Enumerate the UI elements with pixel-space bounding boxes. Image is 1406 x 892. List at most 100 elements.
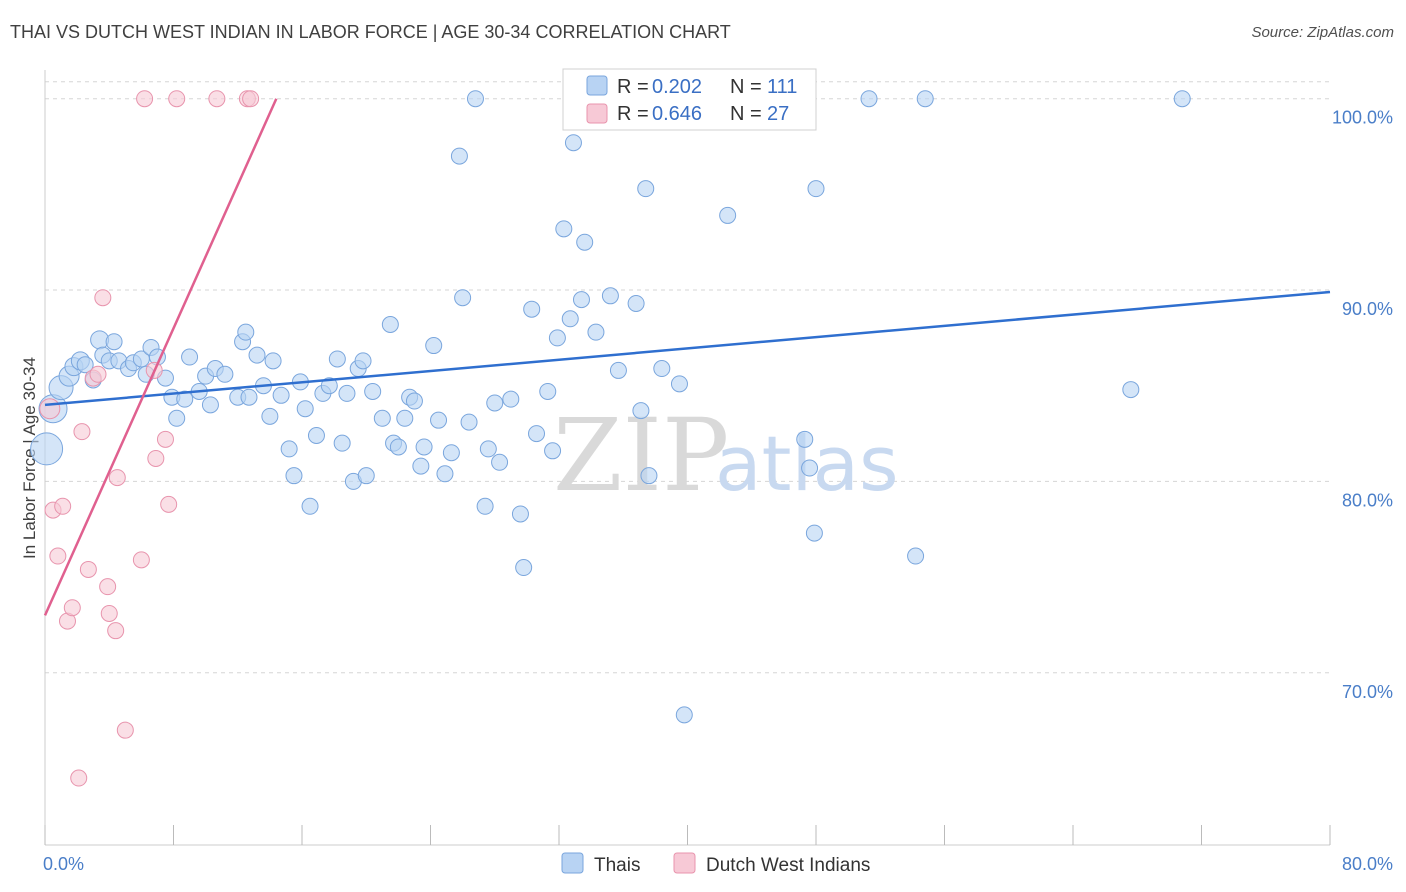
thais-point-83	[555, 220, 573, 238]
thais-point-33	[248, 346, 266, 364]
x-ticks	[44, 825, 1331, 845]
legend-swatch-dutch	[586, 103, 608, 124]
thais-point-39	[285, 467, 303, 485]
thais-point-35	[261, 407, 279, 425]
thais-point-72	[479, 440, 497, 458]
dutch-point-16	[136, 90, 154, 108]
thais-point-28	[216, 365, 234, 383]
thais-point-76	[511, 505, 529, 523]
bottom-legend-dutch: Dutch West Indians	[706, 855, 870, 876]
thais-point-93	[637, 180, 655, 198]
legend-box: R = 0.202 N = 111 R = 0.646 N = 27	[562, 68, 817, 131]
legend-r-label-2: R =	[617, 103, 649, 125]
thais-point-67	[450, 147, 468, 165]
thais-point-85	[564, 134, 582, 152]
thais-point-75	[502, 390, 520, 408]
thais-point-55	[381, 316, 399, 334]
dutch-point-7	[79, 560, 97, 578]
dutch-point-12	[100, 604, 118, 622]
thais-point-102	[805, 524, 823, 542]
thais-point-31	[237, 323, 255, 341]
thais-point-42	[301, 497, 319, 515]
thais-point-73	[486, 394, 504, 412]
thais-point-64	[430, 411, 448, 429]
thais-point-84	[561, 310, 579, 328]
thais-point-6	[76, 356, 94, 374]
thais-point-47	[333, 434, 351, 452]
bottom-legend: Thais Dutch West Indians	[561, 852, 870, 876]
dutch-point-2	[49, 547, 67, 565]
legend-n-label-1: N =	[730, 76, 762, 98]
thais-point-108	[1173, 90, 1191, 108]
thais-point-23	[181, 348, 199, 366]
thais-point-99	[719, 206, 737, 224]
bottom-legend-swatch-thais	[561, 852, 584, 874]
thais-point-81	[544, 442, 562, 460]
chart-title: THAI VS DUTCH WEST INDIAN IN LABOR FORCE…	[10, 22, 731, 42]
dutch-point-6	[73, 423, 91, 441]
thais-point-32	[240, 388, 258, 406]
thais-point-26	[201, 396, 219, 414]
thais-point-78	[523, 300, 541, 318]
bottom-legend-swatch-dutch	[673, 852, 696, 874]
thais-point-69	[460, 413, 478, 431]
thais-point-51	[354, 352, 372, 370]
thais-point-60	[405, 392, 423, 410]
thais-point-104	[860, 90, 878, 108]
thais-point-80	[539, 382, 557, 400]
thais-point-70	[466, 90, 484, 108]
dutch-point-24	[160, 495, 178, 513]
thais-point-88	[587, 323, 605, 341]
thais-point-53	[364, 382, 382, 400]
thais-point-90	[609, 361, 627, 379]
legend-swatch-thais	[586, 75, 608, 96]
thais-point-0	[30, 432, 64, 466]
thais-point-71	[476, 497, 494, 515]
thais-point-21	[168, 409, 186, 427]
thais-point-48	[338, 384, 356, 402]
thais-point-105	[907, 547, 925, 565]
legend-n-label-2: N =	[730, 103, 762, 125]
thais-point-86	[572, 291, 590, 309]
thais-point-45	[320, 377, 338, 395]
y-tick-label-100: 100.0%	[1332, 108, 1393, 128]
dutch-point-9	[89, 365, 107, 383]
thais-point-74	[491, 453, 509, 471]
thais-point-77	[515, 559, 533, 577]
thais-point-68	[454, 289, 472, 307]
thais-point-36	[264, 352, 282, 370]
thais-point-38	[280, 440, 298, 458]
thais-point-100	[796, 430, 814, 448]
y-axis-label: In Labor Force | Age 30-34	[20, 357, 39, 559]
thais-point-92	[632, 402, 650, 420]
x-tick-label-min: 0.0%	[43, 854, 84, 874]
thais-point-97	[675, 706, 693, 724]
dutch-point-18	[156, 430, 174, 448]
watermark: ZIP atlas	[553, 397, 899, 514]
thais-point-94	[640, 467, 658, 485]
thais-point-61	[412, 457, 430, 475]
trend-line-dutch	[43, 98, 278, 616]
dutch-point-10	[94, 289, 112, 307]
thais-point-65	[436, 465, 454, 483]
dutch-point-22	[242, 90, 260, 108]
thais-point-63	[425, 337, 443, 355]
dutch-point-23	[132, 551, 150, 569]
dutch-point-0	[39, 398, 61, 420]
thais-point-37	[272, 386, 290, 404]
thais-point-107	[1122, 381, 1140, 399]
bottom-legend-thais: Thais	[594, 855, 640, 876]
dutch-point-19	[168, 90, 186, 108]
thais-point-57	[389, 438, 407, 456]
thais-point-22	[176, 390, 194, 408]
thais-point-52	[357, 467, 375, 485]
y-tick-label-80: 80.0%	[1342, 490, 1393, 510]
legend-n-value-1: 111	[767, 76, 797, 98]
thais-point-11	[105, 333, 123, 351]
series-dutch-west-indians	[39, 90, 260, 787]
thais-point-96	[670, 375, 688, 393]
dutch-point-5	[63, 599, 81, 617]
dutch-point-13	[107, 622, 125, 640]
thais-point-54	[373, 409, 391, 427]
